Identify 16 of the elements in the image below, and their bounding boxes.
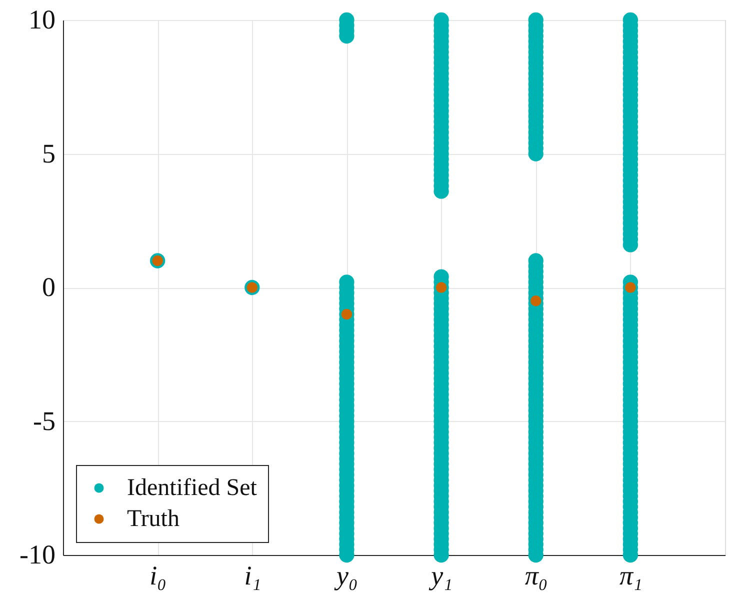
point (625, 282, 636, 293)
x-tick-label: i₀ (150, 560, 167, 590)
x-tick-label: π₀ (524, 560, 548, 590)
x-tick-label: y₁ (428, 560, 452, 590)
legend-label: Identified Set (127, 475, 258, 501)
x-tick-label: i₁ (244, 560, 262, 590)
point (530, 296, 542, 306)
x-tick-label: π₁ (619, 560, 642, 590)
y-tick-label: 5 (42, 138, 56, 168)
y-tick-label: 0 (42, 272, 56, 302)
y-tick-label: -5 (33, 406, 56, 436)
x-tick-label: y₀ (334, 560, 358, 590)
y-tick-label: 10 (28, 4, 56, 34)
legend-label: Truth (127, 506, 180, 532)
point (436, 282, 447, 293)
y-tick-label: -10 (20, 540, 56, 570)
